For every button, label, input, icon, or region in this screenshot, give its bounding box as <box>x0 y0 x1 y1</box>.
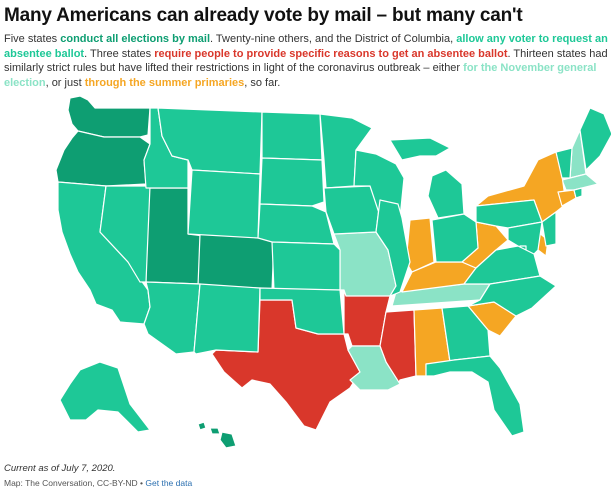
state-shape-az <box>143 281 201 355</box>
state-or <box>55 130 151 187</box>
state-shape-me <box>579 107 611 171</box>
state-az <box>143 281 201 355</box>
legend-all-mail: conduct all elections by mail <box>60 33 211 45</box>
map-title: Many Americans can already vote by mail … <box>4 5 523 26</box>
state-shape-ks <box>271 241 341 291</box>
state-ma <box>561 173 599 191</box>
desc-text-2: . Twenty-nine others, and the District o… <box>210 33 457 45</box>
state-nc <box>467 275 557 317</box>
desc-text-3: . Three states <box>84 47 155 60</box>
state-ne <box>257 203 335 245</box>
state-shape-hi <box>197 421 237 449</box>
state-shape-il <box>375 199 411 297</box>
state-sd <box>259 157 325 207</box>
state-nm <box>193 283 261 355</box>
state-shape-ct <box>557 189 577 207</box>
state-shape-va <box>463 245 541 285</box>
state-ct <box>557 189 577 207</box>
state-shape-la <box>347 345 401 391</box>
state-shape-ri <box>573 187 583 199</box>
legend-lifted-primaries: through the summer primaries <box>84 76 245 89</box>
legend-any-voter: allow any voter to request an absentee b… <box>4 33 608 60</box>
state-ri <box>573 187 583 199</box>
state-shape-nc <box>467 275 557 317</box>
source-line: Map: The Conversation, CC-BY-ND • Get th… <box>4 478 192 488</box>
state-il <box>375 199 411 297</box>
states-layer <box>55 95 611 449</box>
state-la <box>347 345 401 391</box>
state-shape-ak <box>59 361 151 433</box>
state-shape-wy <box>187 169 261 239</box>
state-shape-ok <box>259 287 345 335</box>
us-map-svg <box>55 95 611 449</box>
state-ia <box>323 185 381 235</box>
state-wa <box>67 95 151 138</box>
state-shape-ne <box>257 203 335 245</box>
state-shape-or <box>55 130 151 187</box>
desc-text-5: , or just <box>45 76 85 89</box>
state-nd <box>261 111 323 161</box>
state-shape-wa <box>67 95 151 138</box>
state-shape-fl <box>425 355 525 437</box>
state-vt <box>555 147 573 179</box>
state-me <box>579 107 611 171</box>
state-ok <box>259 287 345 335</box>
state-ks <box>271 241 341 291</box>
state-shape-vt <box>555 147 573 179</box>
source-credit: Map: The Conversation, CC-BY-ND • <box>4 478 146 488</box>
desc-text-6: , so far. <box>244 76 281 89</box>
us-map <box>0 92 611 457</box>
state-shape-sd <box>259 157 325 207</box>
state-oh <box>431 213 479 263</box>
desc-text-4: . Thirteen states had similarly strict r… <box>4 47 608 75</box>
map-description: Five states conduct all elections by mai… <box>4 32 608 90</box>
state-shape-ia <box>323 185 381 235</box>
state-va <box>463 245 541 285</box>
state-shape-ma <box>561 173 599 191</box>
desc-text-1: Five states <box>4 33 61 45</box>
get-data-link[interactable]: Get the data <box>145 478 193 488</box>
state-shape-in <box>405 217 435 273</box>
state-in <box>405 217 435 273</box>
state-shape-co <box>197 233 275 291</box>
state-fl <box>425 355 525 437</box>
footnote: Current as of July 7, 2020. <box>4 463 116 474</box>
state-ak <box>59 361 151 433</box>
state-shape-nj <box>541 211 557 247</box>
state-hi <box>197 421 237 449</box>
state-shape-oh <box>431 213 479 263</box>
state-nj <box>541 211 557 247</box>
state-co <box>197 233 275 291</box>
legend-lifted-november: for the November general election <box>4 62 597 89</box>
state-shape-nm <box>193 283 261 355</box>
state-shape-nd <box>261 111 323 161</box>
legend-specific-reasons: require people to provide specific reaso… <box>154 47 508 60</box>
state-wy <box>187 169 261 239</box>
